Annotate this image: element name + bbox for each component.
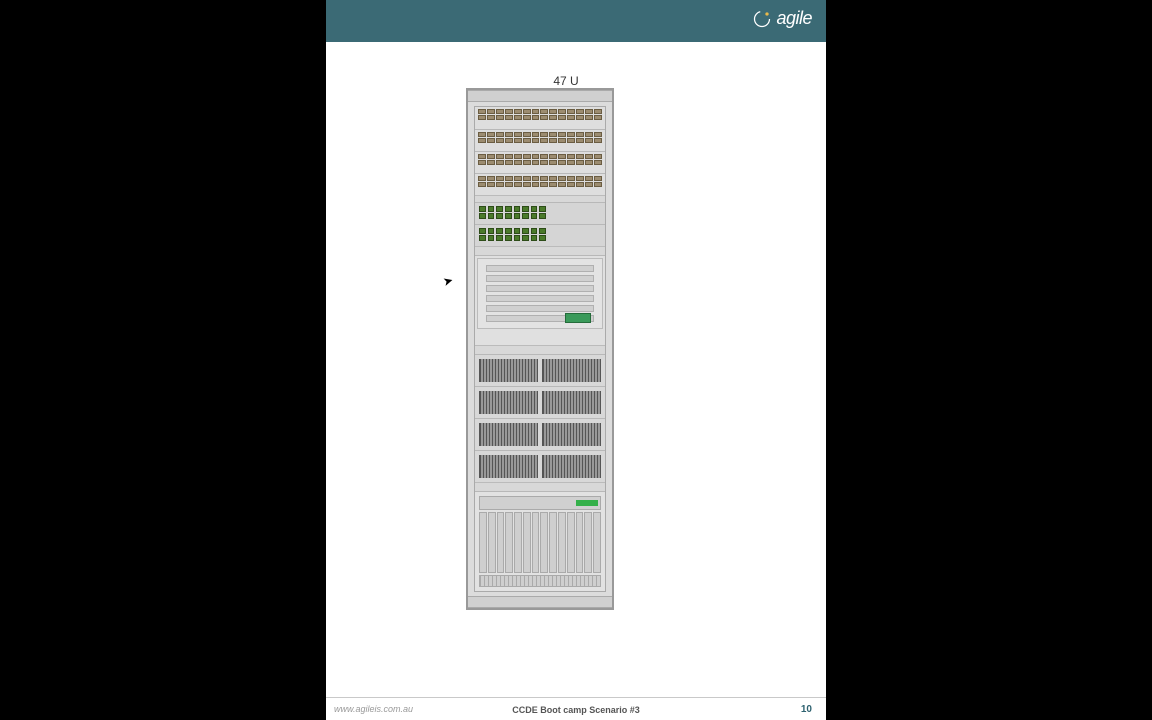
brand-logo: agile	[752, 8, 812, 29]
rack-unit: 8 UServer	[475, 255, 605, 345]
rack-unit: 2 UCopper Patch Panel	[475, 173, 605, 195]
rack-unit: 3 URack Mounted Server	[475, 418, 605, 450]
rack-unit: 2 UToR	[475, 202, 605, 224]
logo-swirl-icon	[752, 9, 772, 29]
rack-unit: 2 UFiber Patch Panel	[475, 107, 605, 129]
rack-frame: 2 UFiber Patch Panel2 UFiber Patch Panel…	[466, 88, 614, 610]
rack-unit: 2 UCopper Patch Panel	[475, 151, 605, 173]
rack-gap	[475, 345, 605, 354]
rack-size-label: 47 U	[526, 74, 606, 88]
slide: agile 47 U 2 UFiber Patch Panel2 UFiber …	[326, 0, 826, 720]
rack-unit: 3 URack Mounted Server	[475, 386, 605, 418]
rack-unit: 8 UStorage	[475, 491, 605, 591]
rack-gap	[475, 482, 605, 491]
footer-page-number: 10	[801, 704, 812, 715]
rack-unit: 2 UToR	[475, 224, 605, 246]
rack-gap	[475, 246, 605, 255]
footer-title: CCDE Boot camp Scenario #3	[326, 705, 826, 715]
rack-bottom-edge	[468, 596, 612, 608]
rack-unit: 2 UFiber Patch Panel	[475, 129, 605, 151]
rack-interior: 2 UFiber Patch Panel2 UFiber Patch Panel…	[474, 106, 606, 592]
rack-unit: 3 URack Mounted Server	[475, 450, 605, 482]
header-bar: agile	[326, 0, 826, 42]
rack-gap	[475, 195, 605, 202]
rack-top-edge	[468, 90, 612, 102]
footer-divider	[326, 697, 826, 698]
brand-name: agile	[776, 8, 812, 29]
rack-unit: 3 URack Mounted Server	[475, 354, 605, 386]
mouse-cursor-icon: ➤	[441, 273, 454, 289]
